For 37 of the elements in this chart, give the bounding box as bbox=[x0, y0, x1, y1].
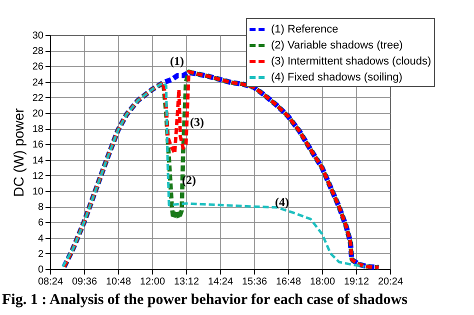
x-tick-label: 08:24 bbox=[38, 276, 64, 288]
y-tick-label: 24 bbox=[32, 77, 44, 88]
y-tick-label: 4 bbox=[38, 233, 44, 244]
y-tick-label: 12 bbox=[32, 170, 44, 182]
annotation: (3) bbox=[190, 115, 204, 129]
legend-label: (3) Intermittent shadows (clouds) bbox=[271, 56, 432, 68]
y-tick-label: 14 bbox=[32, 155, 44, 166]
annotation: (1) bbox=[170, 54, 184, 68]
y-tick-label: 28 bbox=[32, 46, 44, 58]
legend-label: (4) Fixed shadows (soiling) bbox=[271, 72, 402, 84]
y-tick-label: 10 bbox=[32, 186, 44, 198]
x-tick-label: 16:48 bbox=[276, 276, 302, 288]
x-tick-label: 14:24 bbox=[208, 276, 234, 288]
x-tick-label: 20:24 bbox=[378, 276, 404, 288]
x-tick-label: 18:00 bbox=[310, 276, 336, 288]
x-tick-label: 12:00 bbox=[140, 276, 166, 288]
y-tick-label: 30 bbox=[32, 30, 44, 42]
annotation: (2) bbox=[182, 173, 196, 187]
y-tick-label: 20 bbox=[32, 108, 44, 120]
y-tick-label: 26 bbox=[32, 62, 44, 73]
legend-label: (1) Reference bbox=[271, 24, 338, 36]
x-tick-label: 09:36 bbox=[72, 276, 98, 288]
y-tick-label: 18 bbox=[32, 124, 44, 136]
legend-label: (2) Variable shadows (tree) bbox=[271, 40, 403, 52]
text: Fig. 1 : Analysis of the power behavior for each case of shadows bbox=[2, 292, 408, 308]
y-tick-label: 22 bbox=[32, 92, 44, 104]
x-tick-label: 19:12 bbox=[344, 276, 370, 288]
annotation: (4) bbox=[275, 195, 289, 209]
x-tick-label: 15:36 bbox=[242, 276, 268, 288]
y-tick-label: 8 bbox=[38, 202, 44, 214]
x-tick-label: 13:12 bbox=[174, 276, 200, 288]
y-tick-label: 6 bbox=[38, 218, 44, 229]
y-tick-label: 0 bbox=[38, 264, 44, 276]
y-tick-label: 16 bbox=[32, 140, 44, 151]
x-tick-label: 10:48 bbox=[106, 276, 132, 288]
y-axis-title: DC (W) power bbox=[10, 108, 26, 197]
y-tick-label: 2 bbox=[38, 248, 44, 260]
